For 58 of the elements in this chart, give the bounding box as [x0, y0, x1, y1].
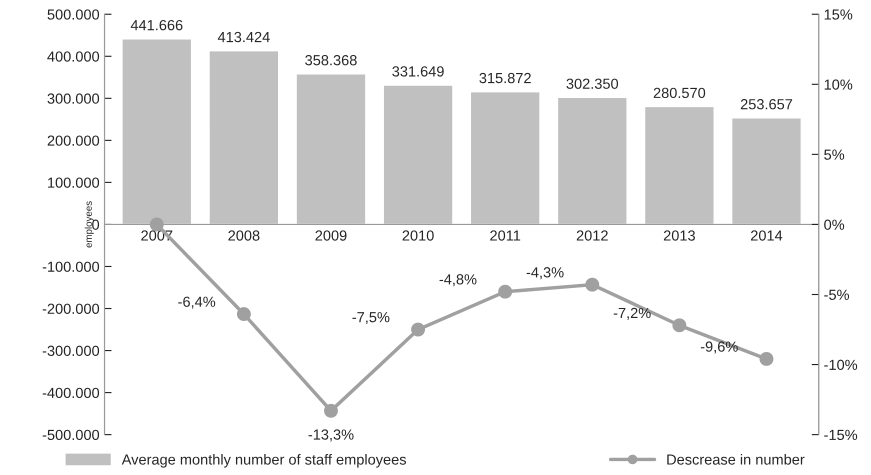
data-label: 253.657 [740, 99, 792, 110]
y-tick-label: 400.000 [47, 51, 100, 62]
x-tick-label: 2014 [750, 230, 782, 241]
point [498, 284, 512, 299]
y-tick-label: 500.000 [48, 9, 100, 20]
y2-tick-label: -15% [824, 430, 858, 440]
y2-tick-label: 15% [824, 9, 852, 20]
bar [382, 84, 454, 226]
y-tick-label: -200.000 [42, 304, 100, 314]
x-tick-label: 2010 [402, 230, 434, 241]
data-label: -6,4% [178, 296, 216, 309]
y-tick-label: 100.000 [48, 178, 100, 188]
bar [730, 117, 802, 226]
x-tick-label: 2008 [228, 230, 260, 241]
legend-label: Average monthly number of staff employees [122, 454, 406, 468]
bar [295, 73, 367, 226]
y-tick-label: -100.000 [42, 262, 100, 272]
data-label: 315.872 [479, 72, 531, 84]
x-tick-label: 2009 [315, 230, 347, 241]
data-label: -4,8% [440, 274, 476, 286]
y2-tick-label: -10% [824, 360, 858, 370]
x-tick-label: 2013 [664, 230, 695, 241]
y-tick-label: -500.000 [42, 430, 100, 440]
bar [208, 50, 280, 226]
bar [556, 96, 628, 226]
point [585, 278, 600, 292]
y2-tick-label: 0% [824, 220, 844, 230]
data-label: 280.570 [654, 88, 706, 98]
data-label: 413.424 [218, 32, 270, 42]
y-axis-title: employees [84, 201, 94, 248]
point [411, 322, 426, 336]
y-tick-label: -300.000 [42, 346, 100, 356]
legend-label: Descrease in number [667, 454, 804, 465]
x-tick-label: 2011 [490, 230, 520, 241]
y2-tick-label: 10% [824, 79, 852, 90]
y-tick-label: 0 [92, 220, 100, 230]
bar [470, 90, 541, 226]
bar [644, 106, 715, 226]
data-label: 358.368 [305, 55, 357, 66]
data-label: 441.666 [130, 20, 182, 30]
y2-tick-label: -5% [824, 290, 850, 300]
data-label: -4,3% [526, 267, 564, 280]
data-label: -13,3% [308, 429, 354, 442]
data-label: -7,2% [614, 308, 651, 320]
point [672, 318, 686, 332]
y-tick-label: 200.000 [48, 135, 100, 146]
point [760, 352, 774, 366]
y2-tick-label: 5% [824, 150, 844, 160]
data-label: 331.649 [392, 66, 444, 77]
bar [121, 38, 192, 226]
x-tick-label: 2012 [576, 230, 608, 241]
y-tick-label: 300.000 [48, 93, 100, 104]
y-tick-label: -400.000 [42, 388, 100, 398]
data-label: -7,5% [352, 312, 390, 324]
point [324, 404, 338, 418]
data-label: -9,6% [700, 341, 738, 354]
data-label: 302.350 [566, 78, 618, 89]
point [236, 307, 251, 322]
